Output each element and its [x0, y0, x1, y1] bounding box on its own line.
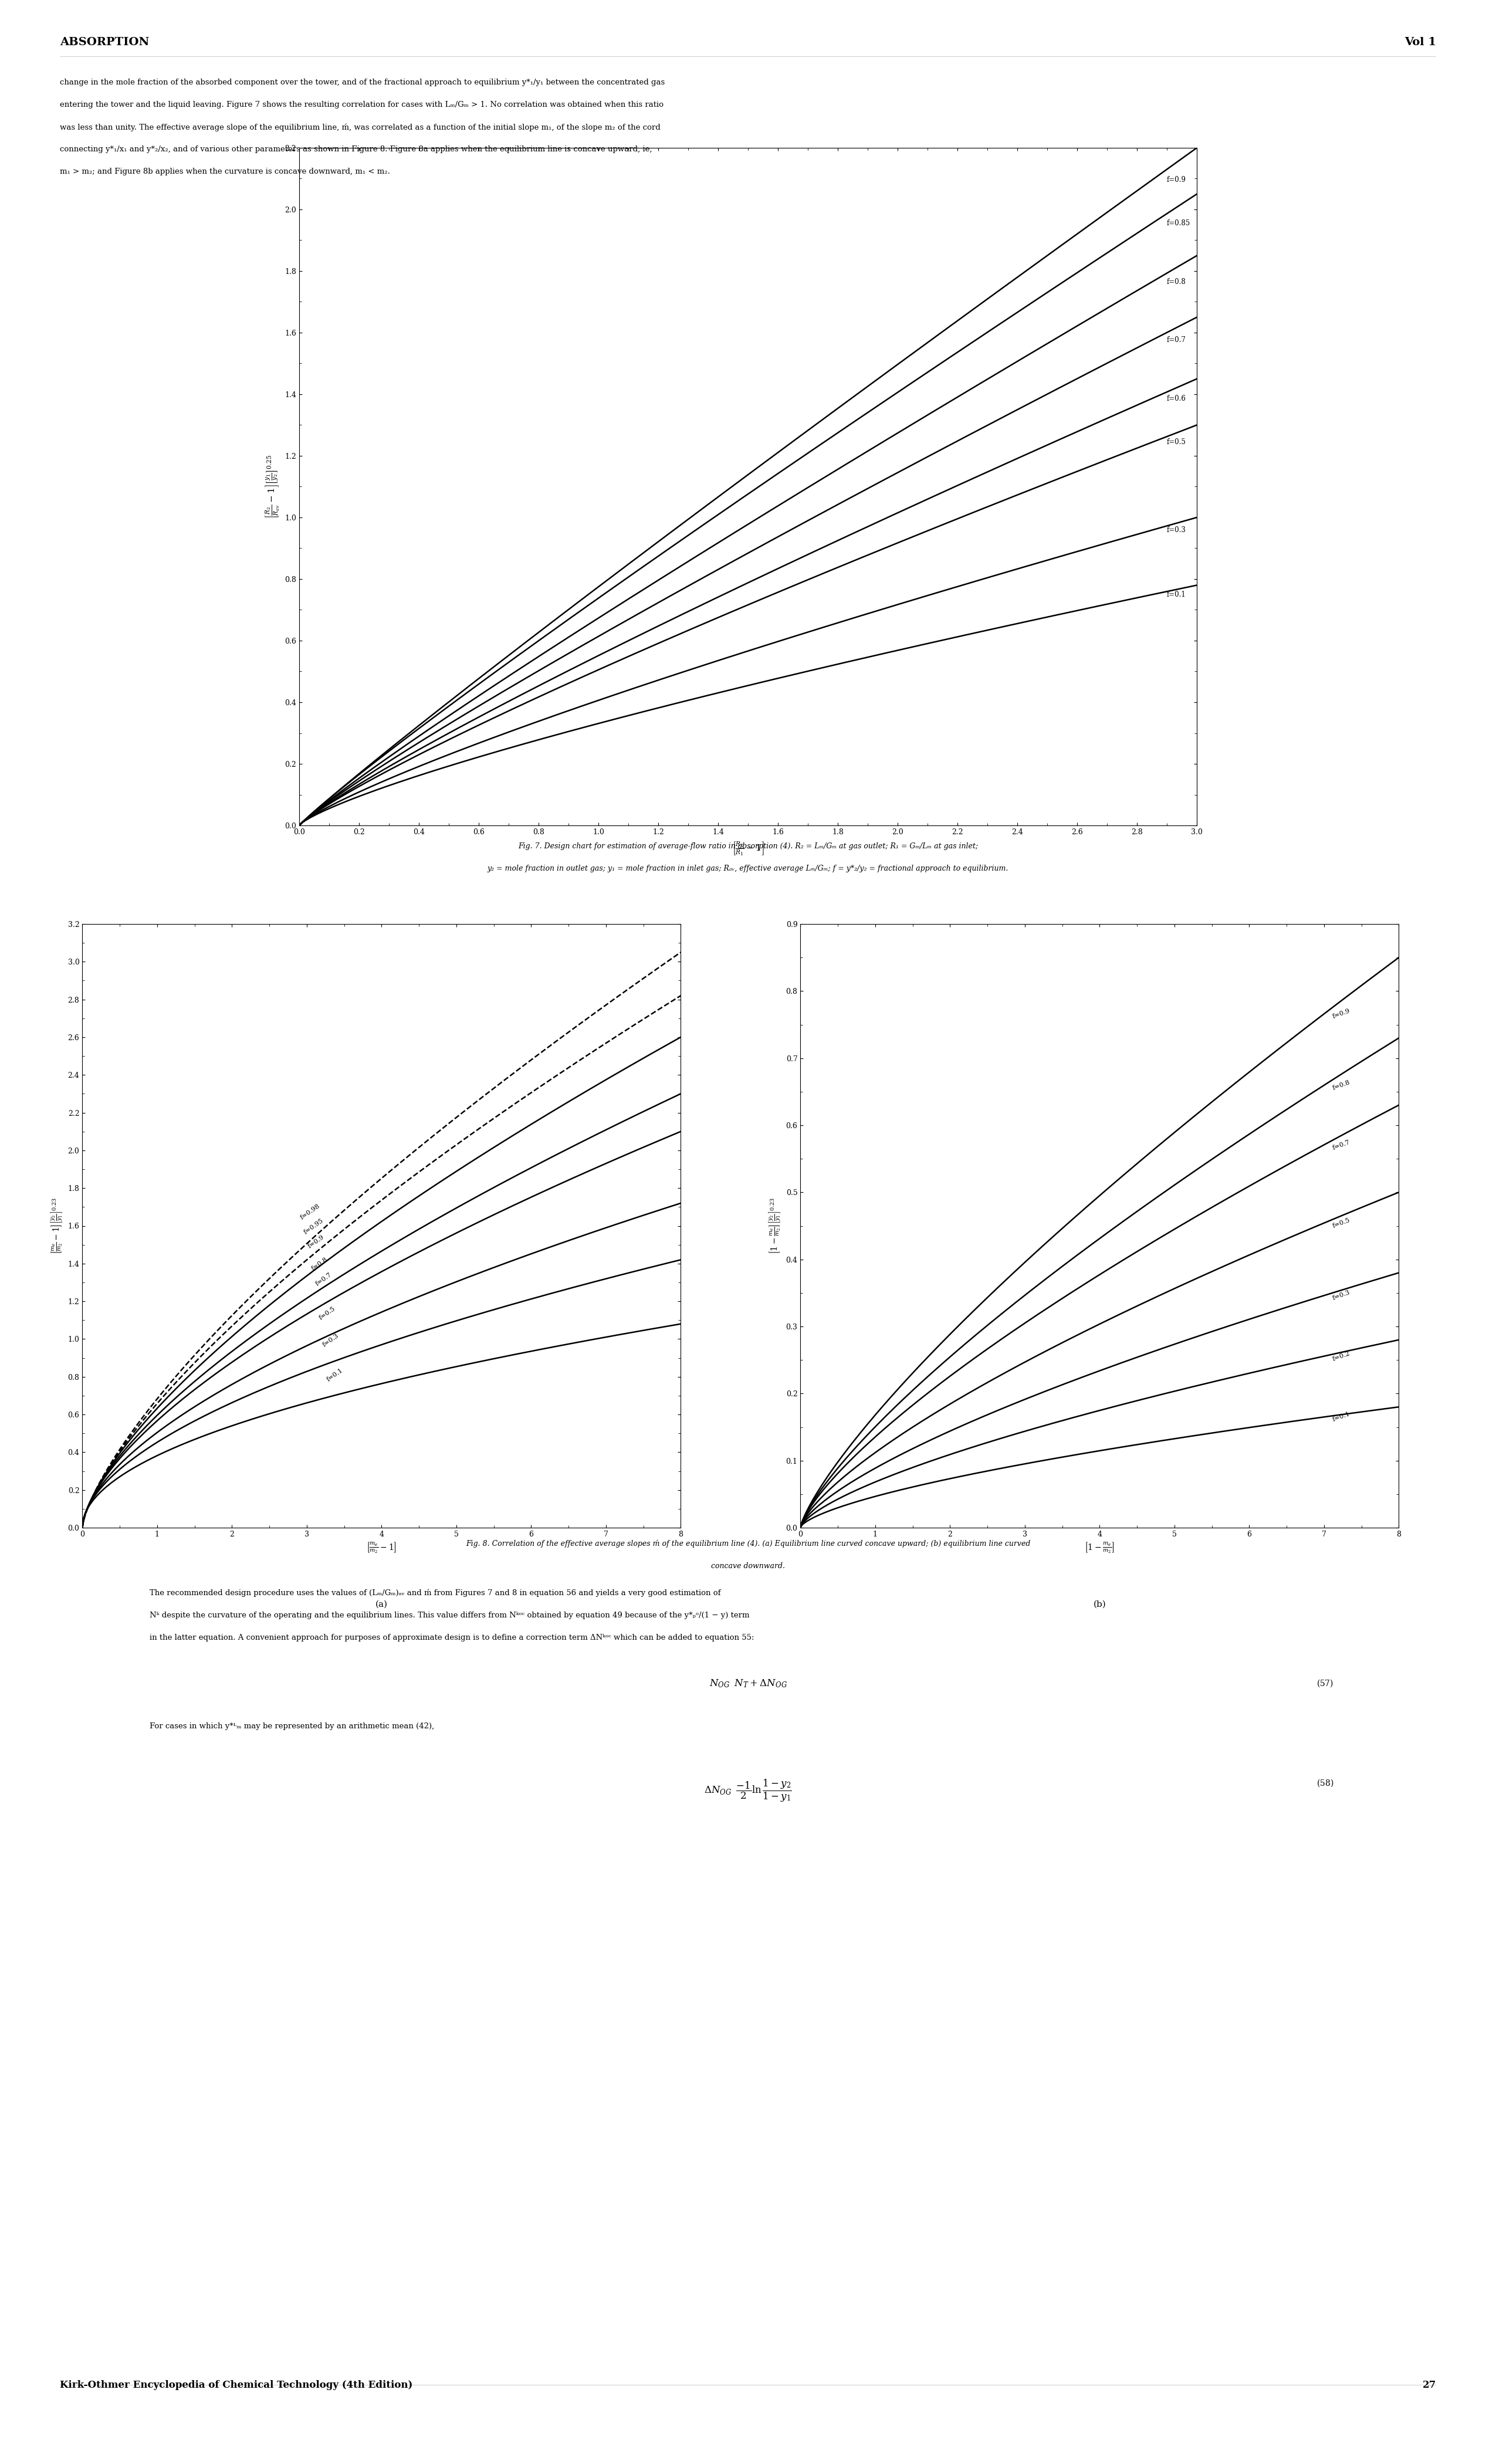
Text: f=0.6: f=0.6	[1167, 394, 1186, 402]
Text: $(58)$: $(58)$	[1316, 1779, 1333, 1789]
Text: entering the tower and the liquid leaving. Figure 7 shows the resulting correlat: entering the tower and the liquid leavin…	[60, 101, 664, 108]
Text: f=0.7: f=0.7	[1167, 338, 1186, 345]
Text: Fig. 8. Correlation of the effective average slopes ḿ of the equilibrium line (4: Fig. 8. Correlation of the effective ave…	[465, 1540, 1031, 1547]
Text: change in the mole fraction of the absorbed component over the tower, and of the: change in the mole fraction of the absor…	[60, 79, 664, 86]
Text: f=0.98: f=0.98	[299, 1202, 322, 1220]
Y-axis label: $\left[1-\frac{m_e}{m_2}\right]\left[\frac{y_2}{y_1}\right]^{0.23}$: $\left[1-\frac{m_e}{m_2}\right]\left[\fr…	[767, 1198, 782, 1254]
X-axis label: $\left[\frac{m_e}{m_2}-1\right]$: $\left[\frac{m_e}{m_2}-1\right]$	[367, 1540, 396, 1555]
Text: For cases in which y*ᴸₘ may be represented by an arithmetic mean (42),: For cases in which y*ᴸₘ may be represent…	[150, 1722, 434, 1730]
Text: y₂ = mole fraction in outlet gas; y₁ = mole fraction in inlet gas; Rₐᵥ, effectiv: y₂ = mole fraction in outlet gas; y₁ = m…	[488, 865, 1008, 872]
Text: f=0.1: f=0.1	[1331, 1412, 1351, 1422]
Text: $N_{OG} \;\; N_T + \Delta N_{OG}$: $N_{OG} \;\; N_T + \Delta N_{OG}$	[709, 1678, 787, 1688]
Text: f=0.2: f=0.2	[1331, 1350, 1351, 1363]
Text: was less than unity. The effective average slope of the equilibrium line, ḿ, was: was less than unity. The effective avera…	[60, 123, 660, 131]
Text: f=0.1: f=0.1	[1167, 591, 1186, 599]
Y-axis label: $\left[\frac{m_e}{m_2}-1\right]\left[\frac{y_2}{y_1}\right]^{0.23}$: $\left[\frac{m_e}{m_2}-1\right]\left[\fr…	[49, 1198, 64, 1254]
Text: f=0.7: f=0.7	[1331, 1138, 1351, 1151]
Text: 27: 27	[1423, 2380, 1436, 2390]
Text: f=0.3: f=0.3	[1167, 527, 1186, 535]
X-axis label: $\left[\frac{R_2}{R_1}-1\right]$: $\left[\frac{R_2}{R_1}-1\right]$	[732, 840, 764, 857]
Text: f=0.85: f=0.85	[1167, 219, 1191, 227]
Text: f=0.3: f=0.3	[1331, 1289, 1351, 1301]
Text: (b): (b)	[1094, 1599, 1106, 1609]
Text: f=0.7: f=0.7	[314, 1271, 332, 1286]
X-axis label: $\left[1-\frac{m_e}{m_2}\right]$: $\left[1-\frac{m_e}{m_2}\right]$	[1085, 1540, 1115, 1555]
Text: f=0.8: f=0.8	[311, 1257, 329, 1271]
Text: f=0.9: f=0.9	[1331, 1008, 1351, 1020]
Text: f=0.5: f=0.5	[1167, 439, 1186, 446]
Text: f=0.95: f=0.95	[302, 1217, 325, 1234]
Text: connecting y*₁/x₁ and y*₂/x₂, and of various other parameters as shown in Figure: connecting y*₁/x₁ and y*₂/x₂, and of var…	[60, 145, 652, 153]
Y-axis label: $\left[\frac{R_2}{R_{av}}-1\right]\left[\frac{y_1}{y_2}\right]^{0.25}$: $\left[\frac{R_2}{R_{av}}-1\right]\left[…	[265, 456, 281, 517]
Text: in the latter equation. A convenient approach for purposes of approximate design: in the latter equation. A convenient app…	[150, 1634, 754, 1641]
Text: f=0.3: f=0.3	[322, 1333, 340, 1348]
Text: concave downward.: concave downward.	[711, 1562, 785, 1570]
Text: $\Delta N_{OG} \;\; \dfrac{-1}{2} \ln \dfrac{1-y_2}{1-y_1}$: $\Delta N_{OG} \;\; \dfrac{-1}{2} \ln \d…	[705, 1779, 791, 1804]
Text: The recommended design procedure uses the values of (Lₘ/Gₘ)ₐᵥ and ḿ from Figures: The recommended design procedure uses th…	[150, 1589, 721, 1597]
Text: f=0.5: f=0.5	[1331, 1217, 1351, 1230]
Text: ABSORPTION: ABSORPTION	[60, 37, 150, 47]
Text: f=0.9: f=0.9	[307, 1234, 325, 1249]
Text: f=0.8: f=0.8	[1167, 278, 1186, 286]
Text: Vol 1: Vol 1	[1405, 37, 1436, 47]
Text: f=0.8: f=0.8	[1331, 1079, 1351, 1092]
Text: Nᵏ despite the curvature of the operating and the equilibrium lines. This value : Nᵏ despite the curvature of the operatin…	[150, 1611, 749, 1619]
Text: (a): (a)	[375, 1599, 387, 1609]
Text: f=0.5: f=0.5	[317, 1306, 337, 1321]
Text: f=0.9: f=0.9	[1167, 177, 1186, 185]
Text: f=0.1: f=0.1	[326, 1368, 344, 1382]
Text: Fig. 7. Design chart for estimation of average-flow ratio in absorption (4). R₂ : Fig. 7. Design chart for estimation of a…	[518, 843, 978, 850]
Text: Kirk-Othmer Encyclopedia of Chemical Technology (4th Edition): Kirk-Othmer Encyclopedia of Chemical Tec…	[60, 2380, 413, 2390]
Text: m₁ > m₂; and Figure 8b applies when the curvature is concave downward, m₁ < m₂.: m₁ > m₂; and Figure 8b applies when the …	[60, 168, 390, 175]
Text: $(57)$: $(57)$	[1316, 1678, 1333, 1688]
